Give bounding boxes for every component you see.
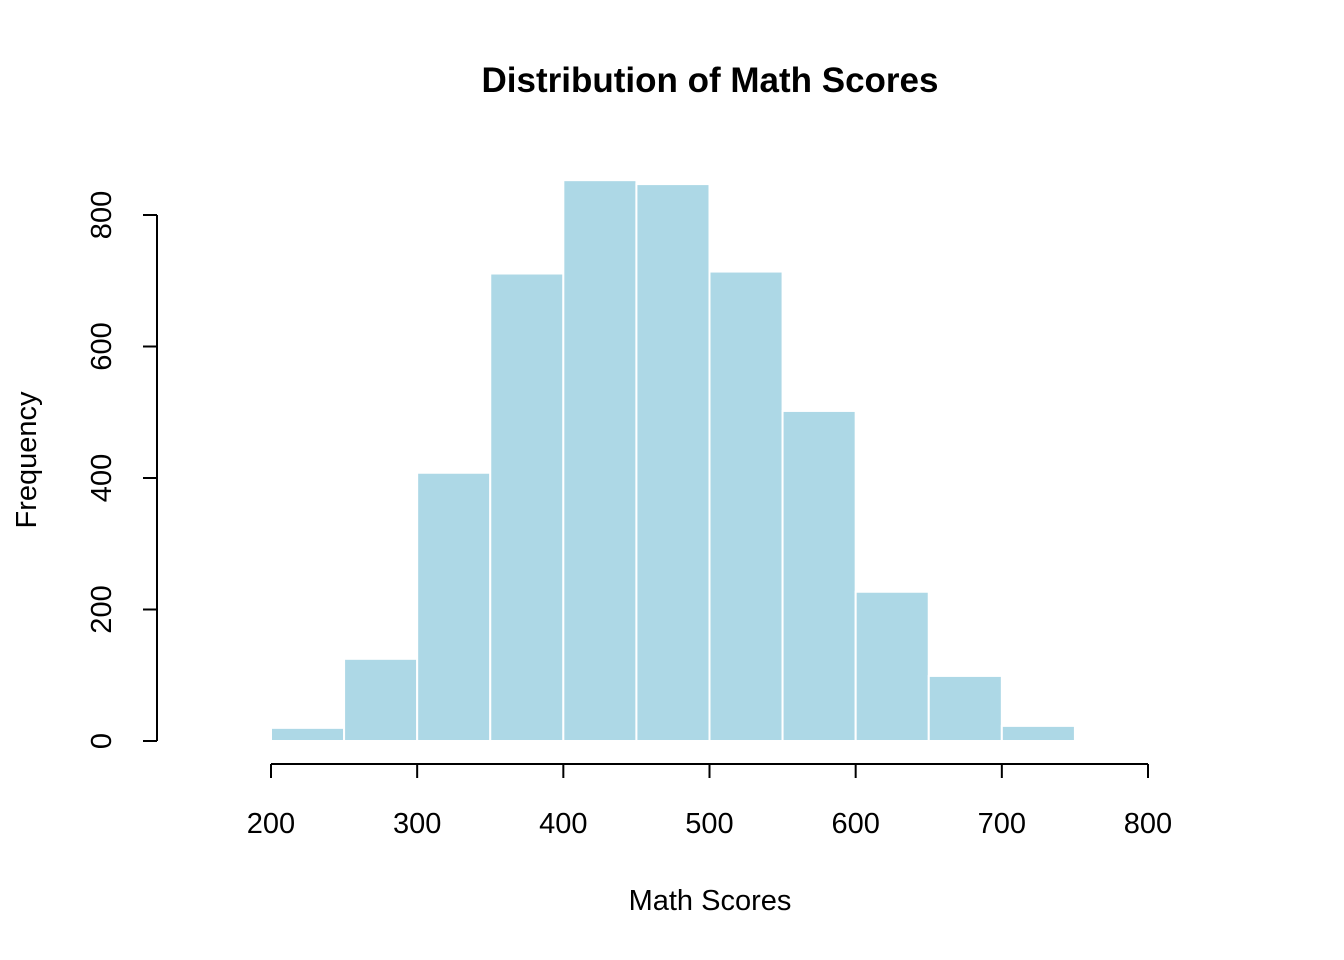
x-tick-label-700: 700 [978, 808, 1026, 840]
y-axis: 0 200 400 600 800 [86, 191, 158, 749]
histogram-bar-300-350 [416, 471, 492, 742]
x-tick-label-400: 400 [539, 808, 587, 840]
x-tick-label-800: 800 [1124, 808, 1172, 840]
y-tick-label-0: 0 [86, 733, 118, 749]
y-tick-label-400: 400 [86, 454, 118, 502]
histogram-bars [270, 179, 1076, 743]
x-axis: 200 300 400 500 600 700 800 [247, 763, 1172, 840]
histogram-bar-500-550 [708, 270, 784, 742]
x-axis-label: Math Scores [629, 885, 792, 917]
x-tick-label-600: 600 [831, 808, 879, 840]
y-tick-label-600: 600 [86, 322, 118, 370]
histogram-bar-400-450 [562, 179, 638, 742]
histogram-bar-600-650 [854, 590, 930, 742]
histogram-bar-700-750 [1000, 724, 1076, 743]
x-tick-label-500: 500 [685, 808, 733, 840]
histogram-bar-550-600 [781, 409, 857, 742]
histogram-bar-450-500 [635, 183, 711, 743]
histogram-bar-200-250 [270, 726, 346, 742]
histogram-bar-350-400 [489, 272, 565, 742]
y-tick-label-200: 200 [86, 585, 118, 633]
histogram-bar-650-700 [927, 674, 1003, 742]
x-tick-label-300: 300 [393, 808, 441, 840]
y-axis-label: Frequency [11, 391, 43, 529]
x-tick-label-200: 200 [247, 808, 295, 840]
y-tick-label-800: 800 [86, 191, 118, 239]
chart-title: Distribution of Math Scores [482, 61, 939, 100]
histogram-bar-250-300 [343, 657, 419, 742]
